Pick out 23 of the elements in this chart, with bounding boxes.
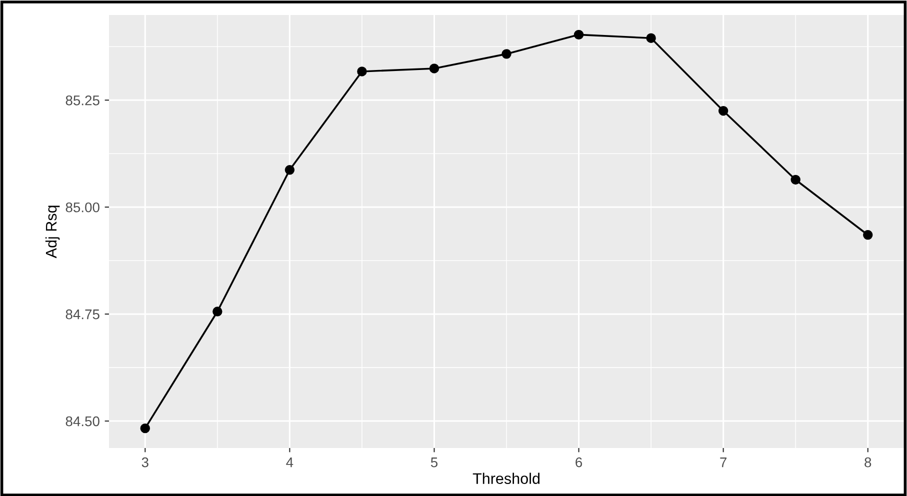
- point: [863, 230, 873, 240]
- point: [357, 66, 367, 76]
- point: [646, 33, 656, 43]
- x-tick-label: 6: [576, 457, 582, 468]
- y-tick-label: 84.50: [66, 416, 100, 426]
- x-tick-label: 4: [286, 458, 294, 468]
- x-tick-label: 3: [142, 457, 148, 468]
- point: [429, 64, 440, 74]
- x-tick-label: 5: [430, 458, 438, 468]
- y-axis-title: Adj Rsq: [45, 206, 60, 258]
- point: [790, 174, 800, 185]
- y-tick-label: 85.25: [66, 95, 100, 106]
- point: [718, 106, 728, 116]
- point: [284, 165, 295, 175]
- x-axis-title: Threshold: [472, 472, 540, 484]
- point: [212, 306, 222, 316]
- y-tick-label: 85.00: [66, 202, 100, 212]
- point: [140, 423, 150, 434]
- x-tick-label: 7: [720, 458, 726, 468]
- point: [502, 49, 512, 59]
- x-tick-label: 8: [864, 457, 872, 468]
- point: [574, 30, 584, 40]
- y-tick-label: 84.75: [66, 309, 100, 320]
